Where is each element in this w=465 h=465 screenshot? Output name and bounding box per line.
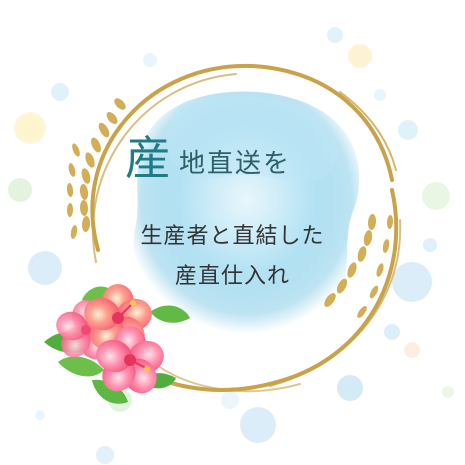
heading-rest: 地直送を xyxy=(179,149,292,179)
watercolor-splash xyxy=(133,91,360,334)
pastel-dots xyxy=(8,27,454,464)
hibiscus-flowers xyxy=(44,284,190,404)
rice-grains xyxy=(66,98,394,318)
heading: 産 地直送を xyxy=(125,132,291,184)
subtitle-line-1: 生産者と直結した xyxy=(140,224,325,249)
subtitle-line-2: 産直仕入れ xyxy=(174,264,290,289)
heading-first-char: 産 xyxy=(125,131,171,185)
